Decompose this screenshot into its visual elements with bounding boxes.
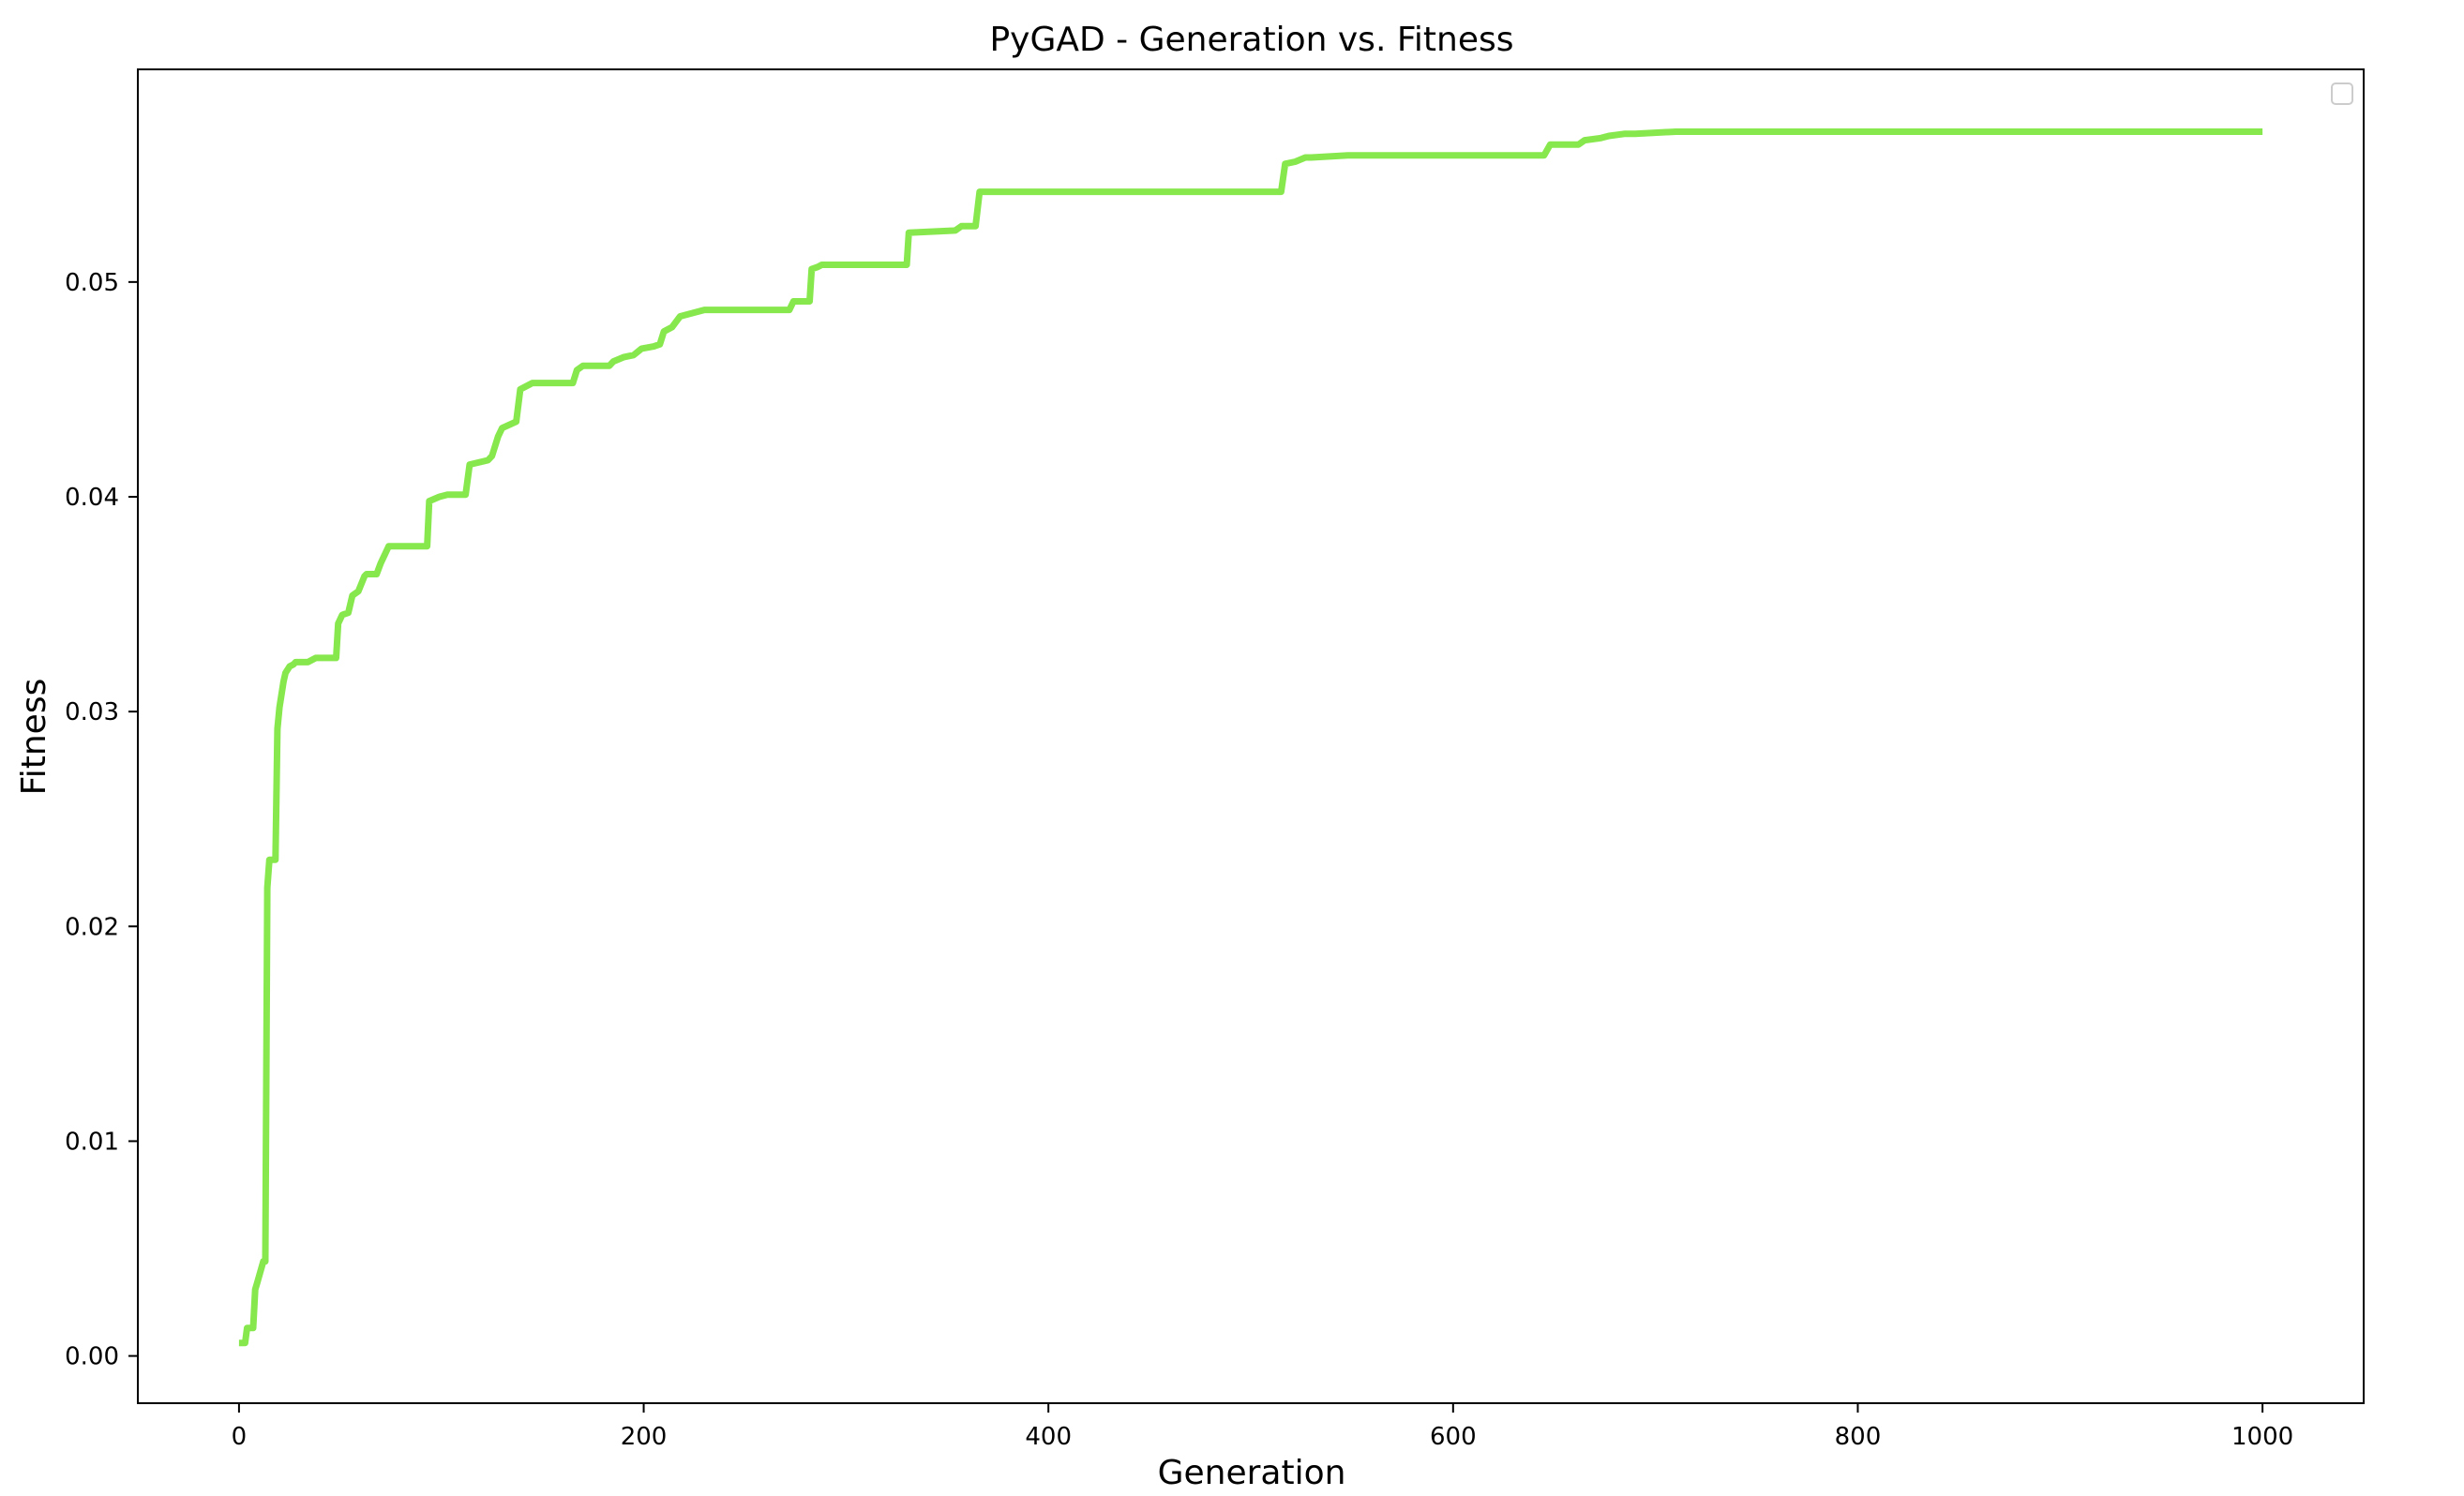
chart-title: PyGAD - Generation vs. Fitness: [989, 21, 1513, 59]
x-tick-label: 200: [621, 1423, 668, 1451]
y-tick-label: 0.03: [65, 698, 119, 726]
x-axis-ticks: 0 200 400 600 800 1000: [232, 1403, 2293, 1451]
y-tick-label: 0.02: [65, 913, 119, 941]
y-tick-label: 0.05: [65, 269, 119, 297]
x-tick-label: 400: [1025, 1423, 1072, 1451]
axes-frame: [137, 68, 2365, 1404]
x-tick-label: 0: [232, 1423, 248, 1451]
x-axis-label: Generation: [1158, 1454, 1346, 1492]
plot-area: [137, 68, 2365, 1404]
series-line-0: [238, 128, 2263, 1347]
y-axis-ticks: 0.00 0.01 0.02 0.03 0.04 0.05: [65, 269, 138, 1371]
y-tick-label: 0.04: [65, 484, 119, 512]
x-tick-label: 600: [1430, 1423, 1477, 1451]
y-axis-label: Fitness: [15, 679, 53, 796]
y-tick-label: 0.00: [65, 1343, 119, 1371]
series-group: [238, 128, 2263, 1347]
y-tick-label: 0.01: [65, 1128, 119, 1156]
legend-box: [2331, 82, 2353, 105]
x-tick-label: 1000: [2231, 1423, 2293, 1451]
x-tick-label: 800: [1835, 1423, 1882, 1451]
